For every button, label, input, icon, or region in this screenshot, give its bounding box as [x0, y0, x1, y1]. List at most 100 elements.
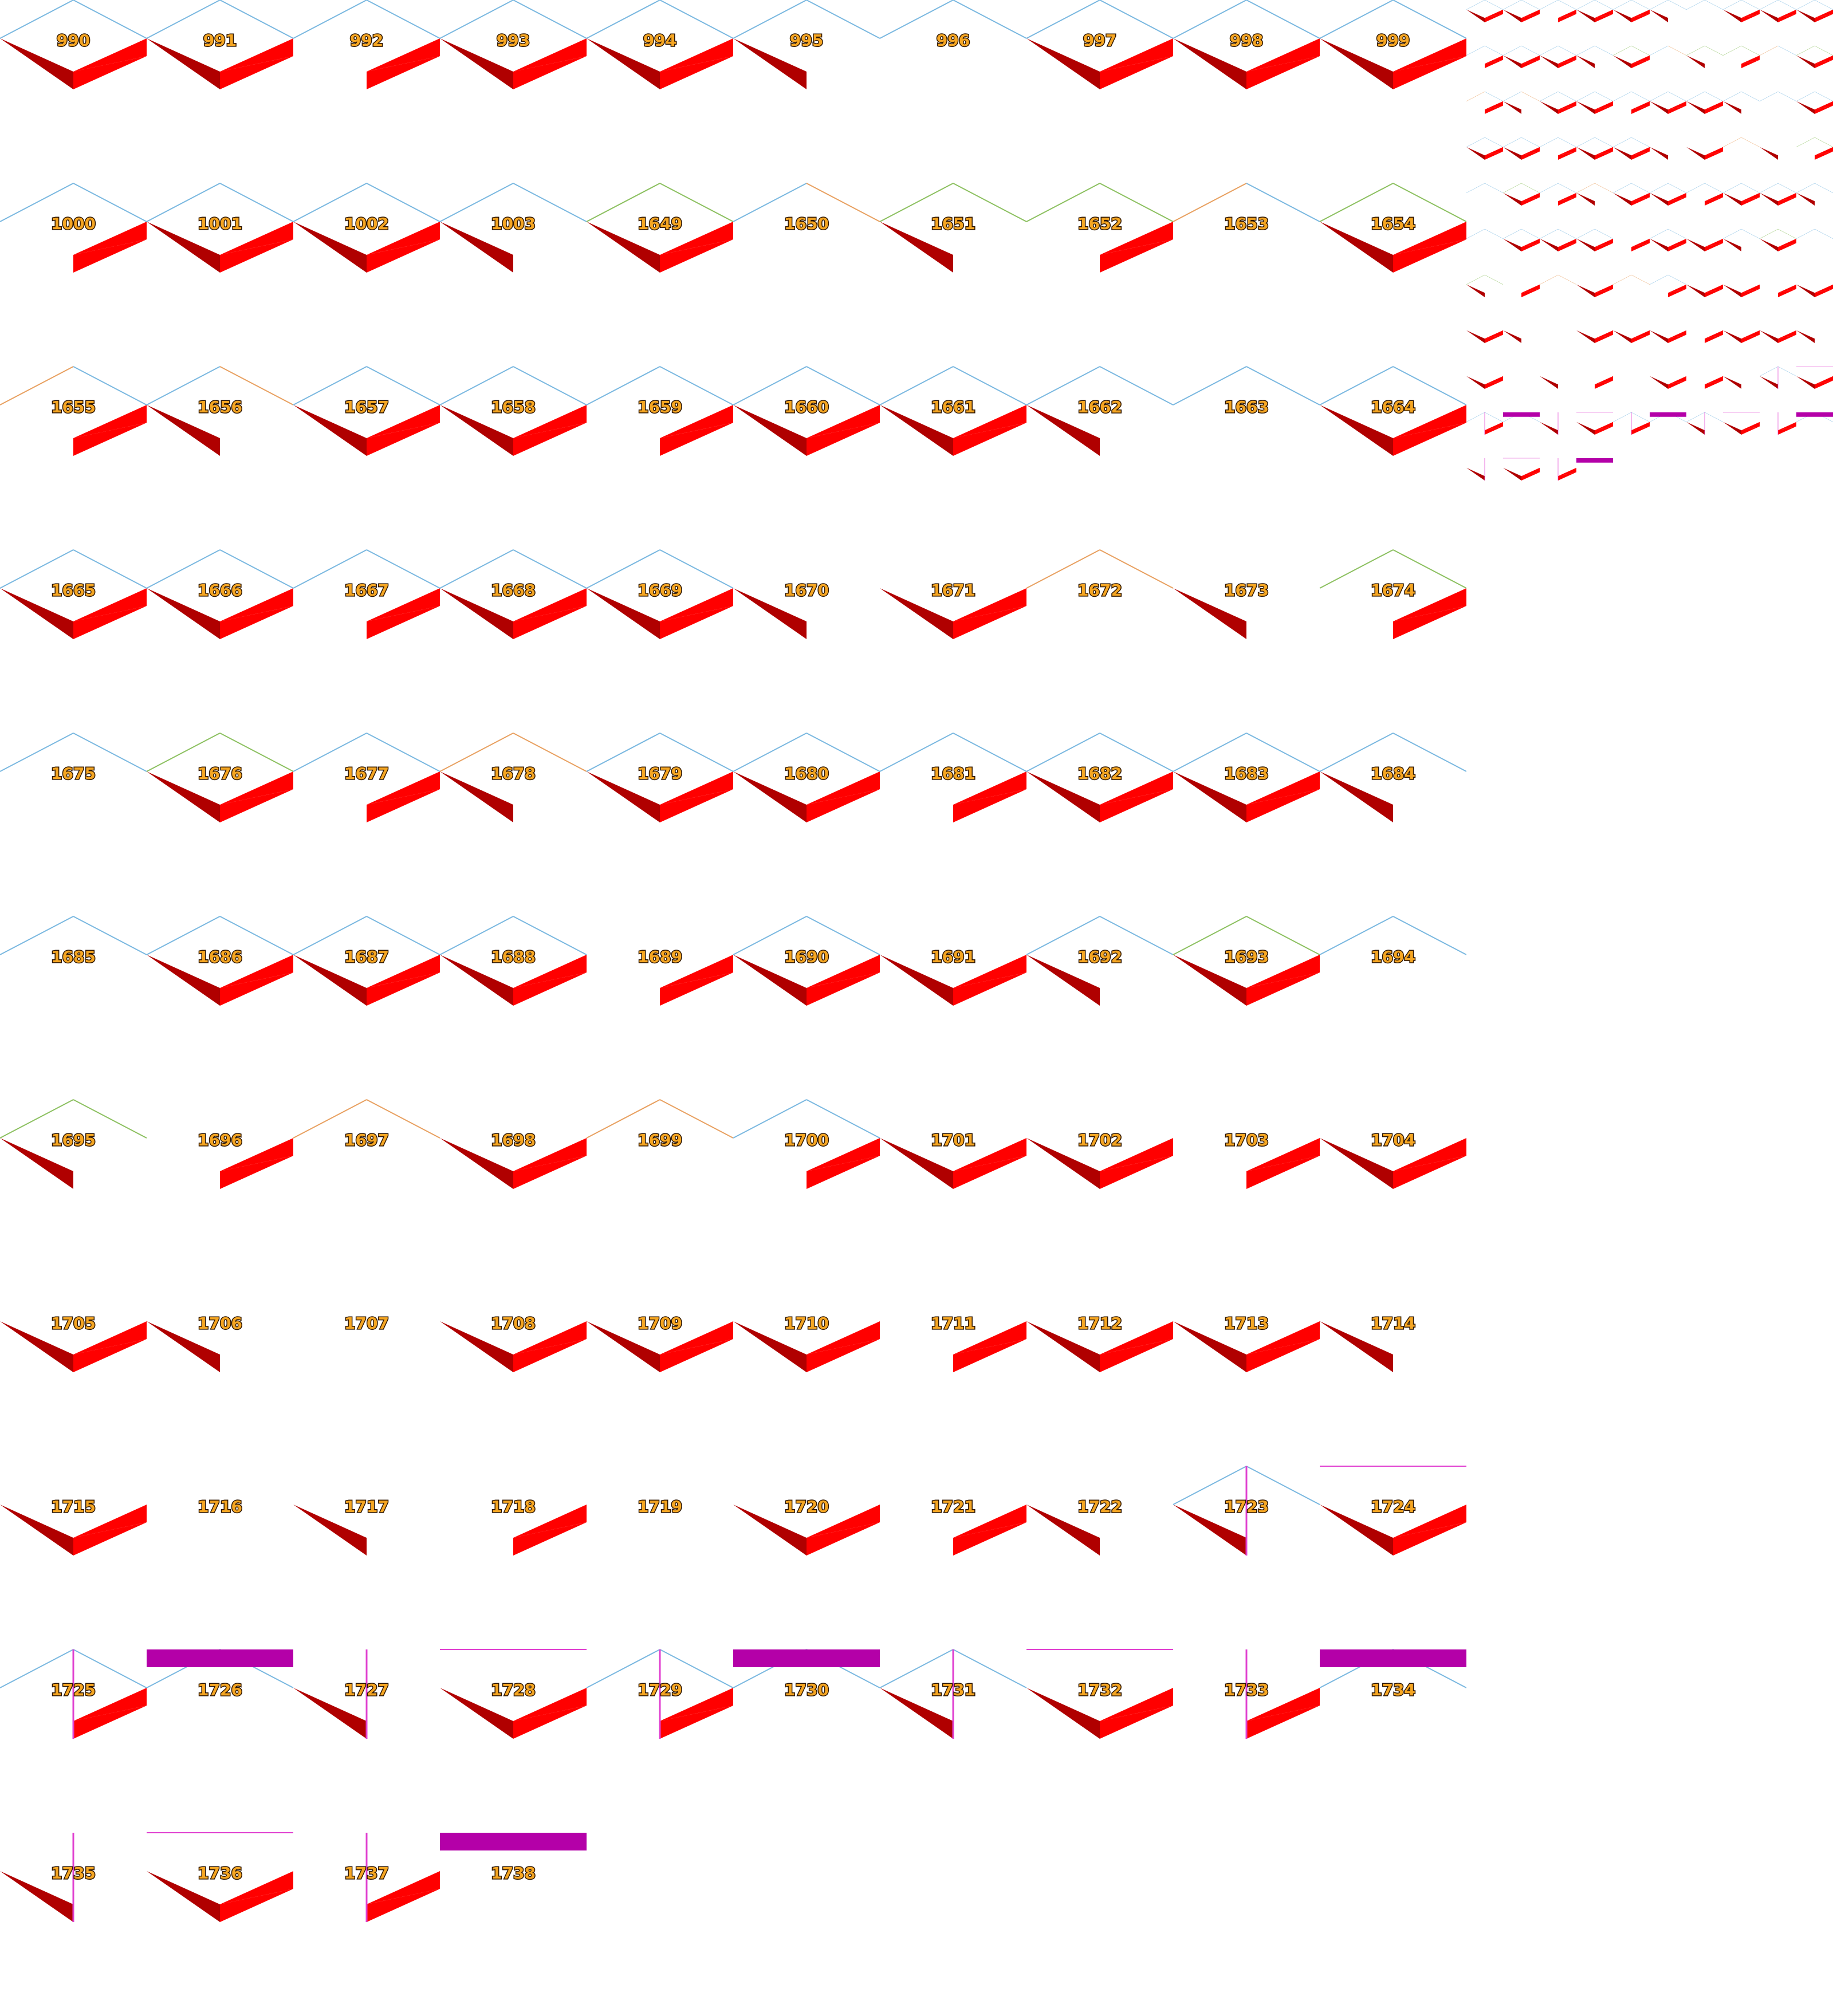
tile [1466, 137, 1504, 160]
left-face [1796, 9, 1815, 22]
right-face [1595, 284, 1613, 293]
right-face-lower [1100, 1339, 1173, 1372]
right-face-lower [660, 56, 733, 89]
left-face [440, 405, 513, 456]
tile-label: 1674 [1371, 581, 1415, 600]
edge-line-right [1594, 0, 1614, 10]
edge-line-left [1796, 137, 1815, 147]
edge-line-right [659, 733, 734, 772]
tile [1612, 45, 1650, 68]
right-face-lower [1246, 1156, 1320, 1189]
tile: 1692 [1026, 916, 1174, 1006]
left-face [1650, 330, 1668, 343]
edge-line-right [1099, 183, 1174, 222]
left-face [1650, 238, 1668, 251]
right-face [1100, 771, 1173, 805]
right-face [1393, 1505, 1466, 1538]
edge-line-right [1557, 45, 1577, 56]
edge-line-right [1557, 183, 1577, 193]
tile-label: 1735 [51, 1864, 96, 1883]
tile-label: 1712 [1077, 1314, 1122, 1333]
edge-line-left [1796, 229, 1815, 239]
tile [1796, 229, 1833, 239]
right-face-lower [1778, 426, 1796, 435]
edge-line-left [1319, 549, 1394, 589]
edge-line-left [1649, 91, 1669, 101]
magenta-bar [1503, 412, 1540, 417]
edge-line-right [1631, 183, 1650, 193]
edge-line-right [73, 733, 147, 772]
tile: 1734 [1319, 1649, 1466, 1700]
edge-line-right [1246, 1466, 1320, 1505]
right-face-lower [953, 1339, 1026, 1372]
left-face [147, 955, 220, 1006]
tile [1502, 229, 1540, 251]
tile [1576, 412, 1613, 435]
edge-line-left [0, 1649, 74, 1688]
edge-line-left [293, 183, 367, 222]
right-face [1100, 38, 1173, 72]
right-face-lower [1815, 151, 1833, 160]
right-face [807, 1321, 880, 1354]
edge-line-left [1612, 45, 1632, 56]
tile: 992 [293, 0, 440, 89]
right-face [1668, 330, 1686, 339]
edge-line-left [293, 916, 367, 955]
tile-label: 1664 [1371, 397, 1415, 416]
tile [1502, 45, 1540, 68]
tile-label: 1692 [1077, 947, 1122, 966]
left-face [733, 1321, 807, 1372]
tile [1760, 147, 1778, 160]
right-face [953, 588, 1026, 621]
right-face-lower [1741, 289, 1760, 297]
right-face [513, 405, 587, 438]
right-face [1100, 1688, 1173, 1721]
left-face [1796, 284, 1815, 297]
edge-line-left [1649, 45, 1669, 56]
left-face [0, 1505, 73, 1556]
left-face-edge [0, 38, 73, 89]
tile: 1715 [0, 1497, 147, 1556]
right-face-lower [73, 239, 147, 273]
right-face-lower [1521, 197, 1540, 206]
tile-label: 1714 [1371, 1314, 1415, 1333]
tile: 1723 [1173, 1466, 1320, 1556]
tile [1759, 0, 1797, 22]
edge-line-left [293, 733, 367, 772]
edge-line-left [879, 733, 954, 772]
tile [1723, 376, 1741, 389]
tile: 1000 [0, 183, 147, 273]
tile [1796, 330, 1815, 343]
edge-line-right [1557, 91, 1577, 101]
tile-label: 1661 [931, 397, 975, 416]
edge-line-left [1649, 0, 1669, 10]
right-face-lower [1741, 14, 1760, 22]
left-face [587, 1321, 660, 1372]
right-face-lower [367, 239, 440, 273]
tile: 1701 [880, 1130, 1026, 1189]
edge-line-left [1539, 91, 1559, 101]
edge-line-left [1759, 366, 1779, 376]
right-face [1558, 467, 1576, 477]
right-face [1778, 238, 1796, 247]
edge-line-right [1521, 137, 1540, 147]
edge-line-right [1814, 183, 1833, 193]
left-face [293, 222, 367, 273]
right-face [1521, 284, 1540, 293]
left-face [1466, 467, 1485, 481]
right-face [1595, 330, 1613, 339]
tile: 1683 [1173, 733, 1320, 822]
edge-line-left [146, 549, 221, 589]
tile: 1735 [0, 1833, 96, 1922]
left-face [1320, 38, 1393, 89]
tile [1576, 91, 1614, 114]
tile-atlas: 990 991 992 993 994 995 996 997 998 999 1000 1001 10… [0, 0, 1466, 1922]
right-face-lower [513, 423, 587, 456]
right-face-lower [1595, 426, 1613, 435]
tile: 1679 [586, 733, 734, 822]
tile-label: 990 [57, 31, 90, 50]
left-face [880, 588, 953, 639]
tile-label: 1694 [1371, 947, 1415, 966]
tile: 1678 [439, 733, 587, 822]
right-face [807, 405, 880, 438]
